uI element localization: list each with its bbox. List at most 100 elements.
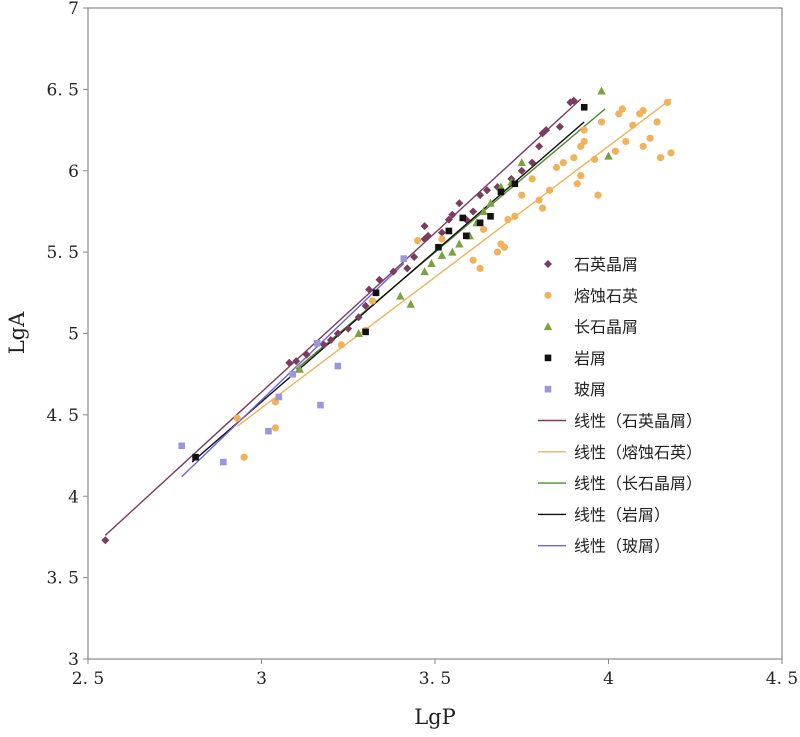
- y-tick-label: 3: [68, 650, 79, 670]
- y-tick-label: 5. 5: [47, 243, 79, 263]
- data-point-series-0: [285, 358, 294, 367]
- data-points: [101, 86, 675, 545]
- data-point-series-2: [295, 364, 304, 373]
- legend-label: 线性（熔蚀石英）: [574, 443, 702, 462]
- data-point-series-1: [629, 121, 637, 129]
- data-point-series-0: [292, 357, 301, 366]
- x-tick-label: 3: [256, 669, 267, 689]
- data-point-series-1: [479, 225, 488, 233]
- data-point-series-1: [618, 105, 626, 113]
- data-point-series-0: [528, 158, 537, 167]
- data-point-series-1: [597, 118, 606, 126]
- data-point-series-0: [403, 264, 412, 273]
- data-point-series-1: [667, 149, 675, 157]
- data-point-series-1: [233, 414, 241, 422]
- trendline-3: [191, 121, 585, 463]
- data-point-series-3: [497, 188, 505, 196]
- data-point-series-1: [476, 264, 484, 272]
- y-tick-label: 6: [68, 162, 79, 182]
- data-point-series-4: [178, 442, 185, 450]
- data-point-series-1: [538, 204, 547, 212]
- data-point-series-0: [483, 186, 492, 195]
- data-point-series-2: [396, 291, 405, 300]
- data-point-series-1: [580, 137, 588, 146]
- legend-marker-series-1: [544, 291, 552, 299]
- data-point-series-1: [591, 155, 599, 163]
- data-point-series-1: [611, 147, 620, 155]
- data-point-series-3: [192, 453, 199, 461]
- data-point-series-1: [577, 172, 585, 180]
- legend-marker-series-4: [544, 385, 552, 393]
- data-point-series-1: [552, 163, 561, 172]
- data-point-series-2: [479, 206, 488, 215]
- legend-label: 石英晶屑: [574, 255, 638, 274]
- data-point-series-1: [570, 154, 578, 162]
- x-tick-label: 2. 5: [72, 669, 104, 689]
- data-point-series-2: [486, 198, 495, 207]
- data-point-series-1: [656, 154, 665, 162]
- data-point-series-0: [448, 210, 457, 219]
- legend-marker-series-2: [543, 322, 553, 331]
- data-point-series-2: [354, 329, 363, 337]
- data-point-series-1: [580, 126, 588, 134]
- data-point-series-1: [573, 180, 581, 188]
- data-point-series-1: [559, 159, 567, 167]
- data-point-series-2: [437, 250, 447, 259]
- trendline-1: [236, 98, 672, 427]
- data-point-series-0: [469, 207, 478, 216]
- data-point-series-2: [496, 182, 506, 191]
- trendline-2: [295, 108, 606, 370]
- data-point-series-1: [240, 453, 248, 461]
- data-point-series-0: [375, 275, 384, 284]
- x-tick-label: 4: [603, 669, 614, 689]
- data-point-series-0: [302, 350, 311, 359]
- data-point-series-3: [580, 103, 588, 111]
- data-point-series-1: [622, 137, 630, 146]
- data-point-series-3: [445, 227, 453, 235]
- data-point-series-1: [663, 98, 672, 106]
- data-point-series-3: [372, 289, 380, 297]
- data-point-series-2: [604, 151, 613, 160]
- data-point-series-0: [476, 191, 485, 200]
- data-point-series-1: [271, 424, 279, 432]
- data-point-series-0: [344, 324, 353, 333]
- data-point-series-3: [459, 214, 467, 222]
- data-point-series-1: [528, 175, 536, 183]
- data-point-series-1: [337, 341, 345, 349]
- data-point-series-0: [444, 215, 453, 224]
- data-point-series-0: [555, 122, 564, 131]
- data-point-series-4: [275, 393, 283, 401]
- data-point-series-3: [435, 243, 442, 251]
- data-point-series-1: [594, 191, 602, 199]
- data-point-series-3: [362, 328, 369, 336]
- y-tick-label: 5: [68, 325, 79, 345]
- legend-label: 线性（长石晶屑）: [574, 474, 702, 493]
- data-point-series-1: [469, 256, 477, 264]
- data-point-series-4: [289, 370, 297, 378]
- data-point-series-0: [542, 126, 551, 135]
- data-point-series-1: [646, 134, 654, 142]
- legend-label: 长石晶屑: [574, 318, 638, 337]
- legend-label: 玻屑: [574, 380, 606, 399]
- legend-label: 岩屑: [574, 349, 606, 368]
- data-point-series-1: [518, 191, 526, 199]
- data-point-series-1: [500, 243, 508, 251]
- data-point-series-3: [511, 180, 519, 188]
- axis-ticks: 2. 5 3 3. 5 4 4. 533. 544. 555. 566. 57: [47, 0, 799, 689]
- data-point-series-0: [333, 329, 342, 338]
- legend-label: 线性（玻屑）: [574, 537, 670, 556]
- data-point-series-4: [313, 339, 321, 347]
- data-point-series-3: [462, 232, 470, 240]
- data-point-series-2: [420, 267, 429, 276]
- data-point-series-1: [639, 106, 647, 115]
- data-point-series-2: [517, 158, 526, 167]
- y-tick-label: 7: [68, 0, 79, 19]
- data-point-series-1: [368, 297, 377, 305]
- data-point-series-4: [334, 362, 342, 370]
- data-point-series-3: [476, 219, 484, 227]
- data-point-series-0: [437, 228, 446, 237]
- data-point-series-2: [597, 86, 606, 95]
